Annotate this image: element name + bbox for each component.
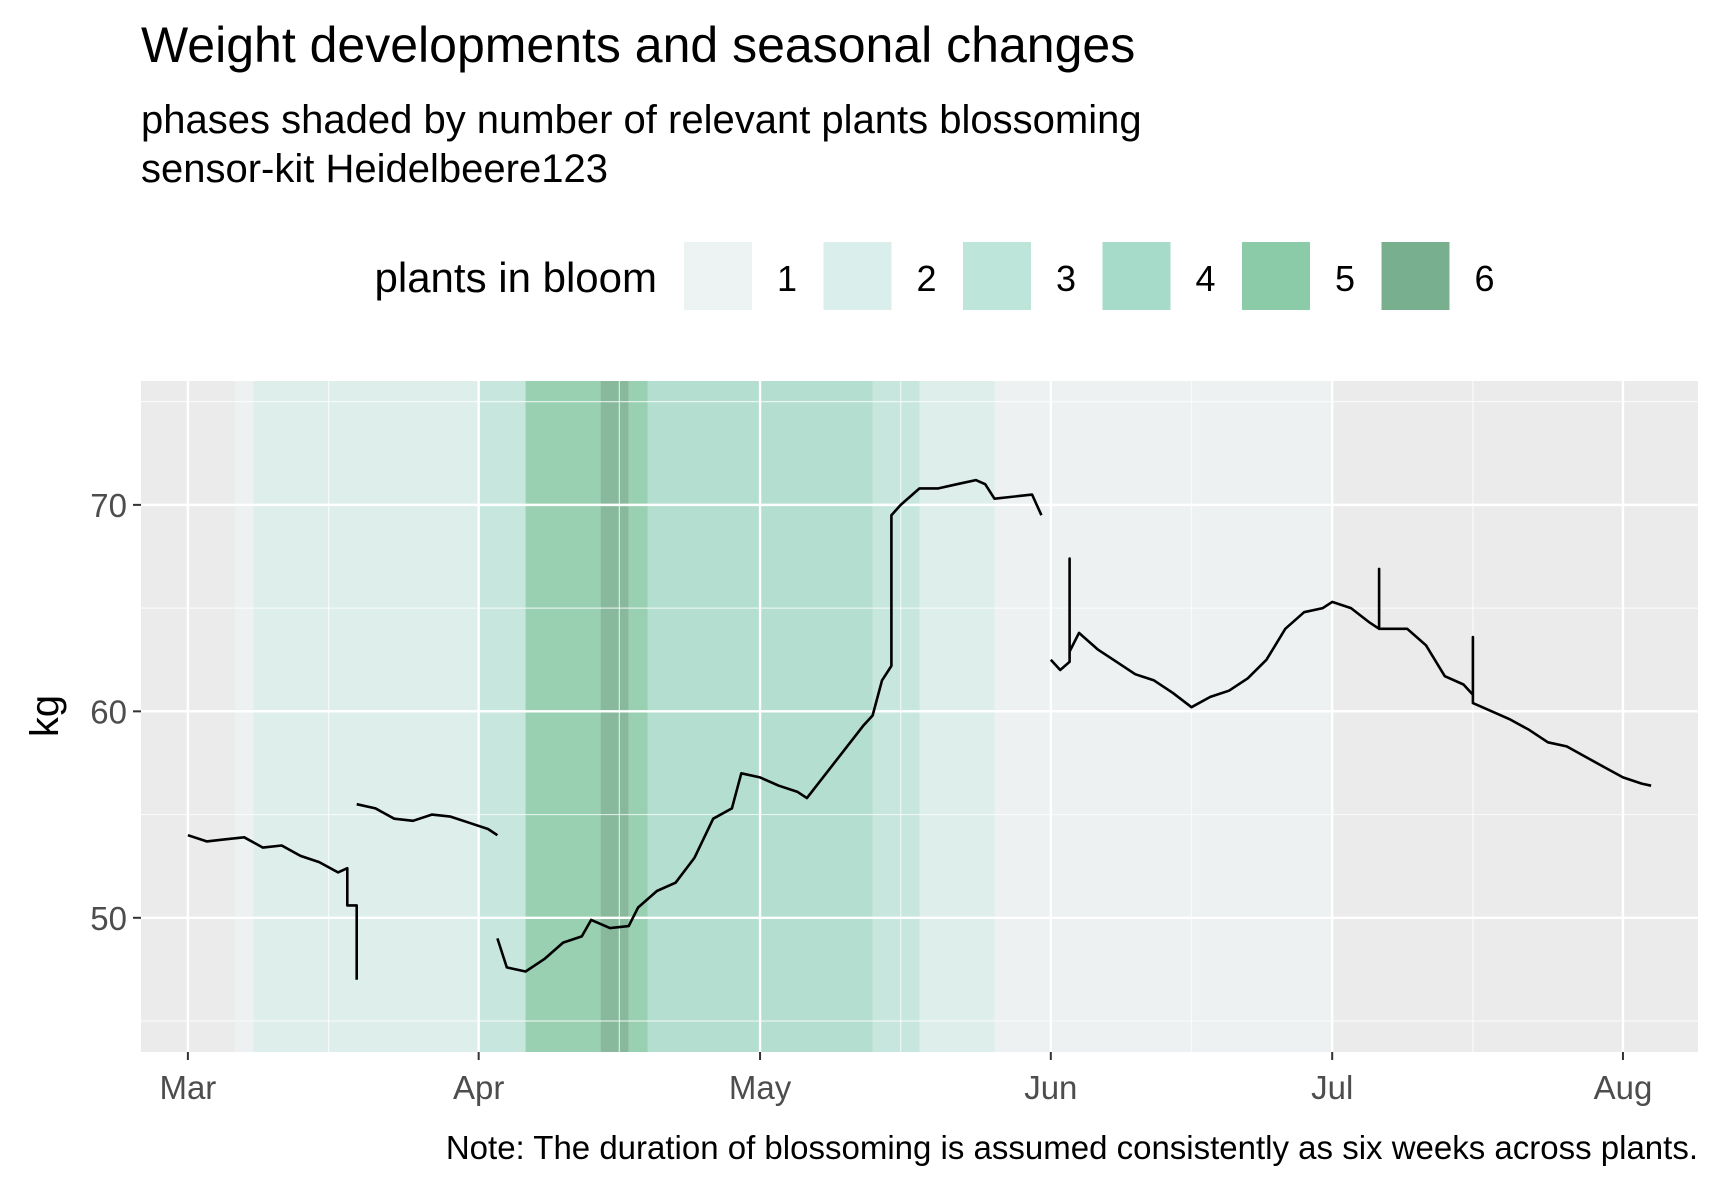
legend-key-3 [961,240,1033,312]
y-tick-label: 70 [90,487,127,524]
y-axis-label: kg [23,695,67,737]
weight-line-segment-2 [356,802,499,837]
bloom-phase-5 [600,381,629,1052]
legend-key-1 [682,240,754,312]
bloom-phase-9 [919,381,995,1052]
bloom-phase-6 [628,381,648,1052]
weight-series [187,478,1652,980]
chart-subtitle-line-1: phases shaded by number of relevant plan… [141,98,1142,142]
plot-area [141,381,1698,1052]
weight-line-segment-1 [187,833,358,980]
x-tick-label: Aug [1594,1069,1653,1106]
x-tick-label: Mar [159,1069,216,1106]
chart-caption: Note: The duration of blossoming is assu… [446,1129,1698,1166]
x-tick-label: Jun [1024,1069,1077,1106]
weight-line-segment-3 [496,478,1043,973]
bloom-phase-4 [525,381,601,1052]
legend-label-5: 5 [1335,258,1355,299]
bloom-phase-8 [872,381,920,1052]
legend-key-6 [1379,240,1452,312]
chart-title: Weight developments and seasonal changes [141,17,1135,73]
legend-key-4 [1100,240,1173,312]
legend-key-5 [1240,240,1312,312]
x-tick-label: May [729,1069,792,1106]
legend-title: plants in bloom [375,254,658,301]
x-tick-label: Apr [453,1069,504,1106]
legend-label-6: 6 [1474,258,1494,299]
legend-label-2: 2 [916,258,936,299]
chart-subtitle-line-2: sensor-kit Heidelbeere123 [141,147,608,191]
bloom-phase-3 [478,381,526,1052]
bloom-phase-10 [994,381,1333,1052]
legend-label-3: 3 [1056,258,1076,299]
legend-key-2 [821,240,894,312]
y-axis: 50 60 70 [90,487,141,937]
y-tick-label: 50 [90,900,127,937]
weight-line-segment-4 [1049,557,1652,787]
bloom-phase-2 [253,381,479,1052]
x-tick-label: Jul [1311,1069,1353,1106]
legend-label-1: 1 [777,258,797,299]
grid-lines [141,381,1698,1052]
legend: plants in bloom 1 2 3 4 5 6 [375,240,1495,312]
bloom-phases [234,381,1333,1052]
legend-label-4: 4 [1195,258,1215,299]
x-axis: Mar Apr May Jun Jul Aug [159,1052,1652,1106]
y-tick-label: 60 [90,693,127,730]
bloom-phase-1 [234,381,254,1052]
